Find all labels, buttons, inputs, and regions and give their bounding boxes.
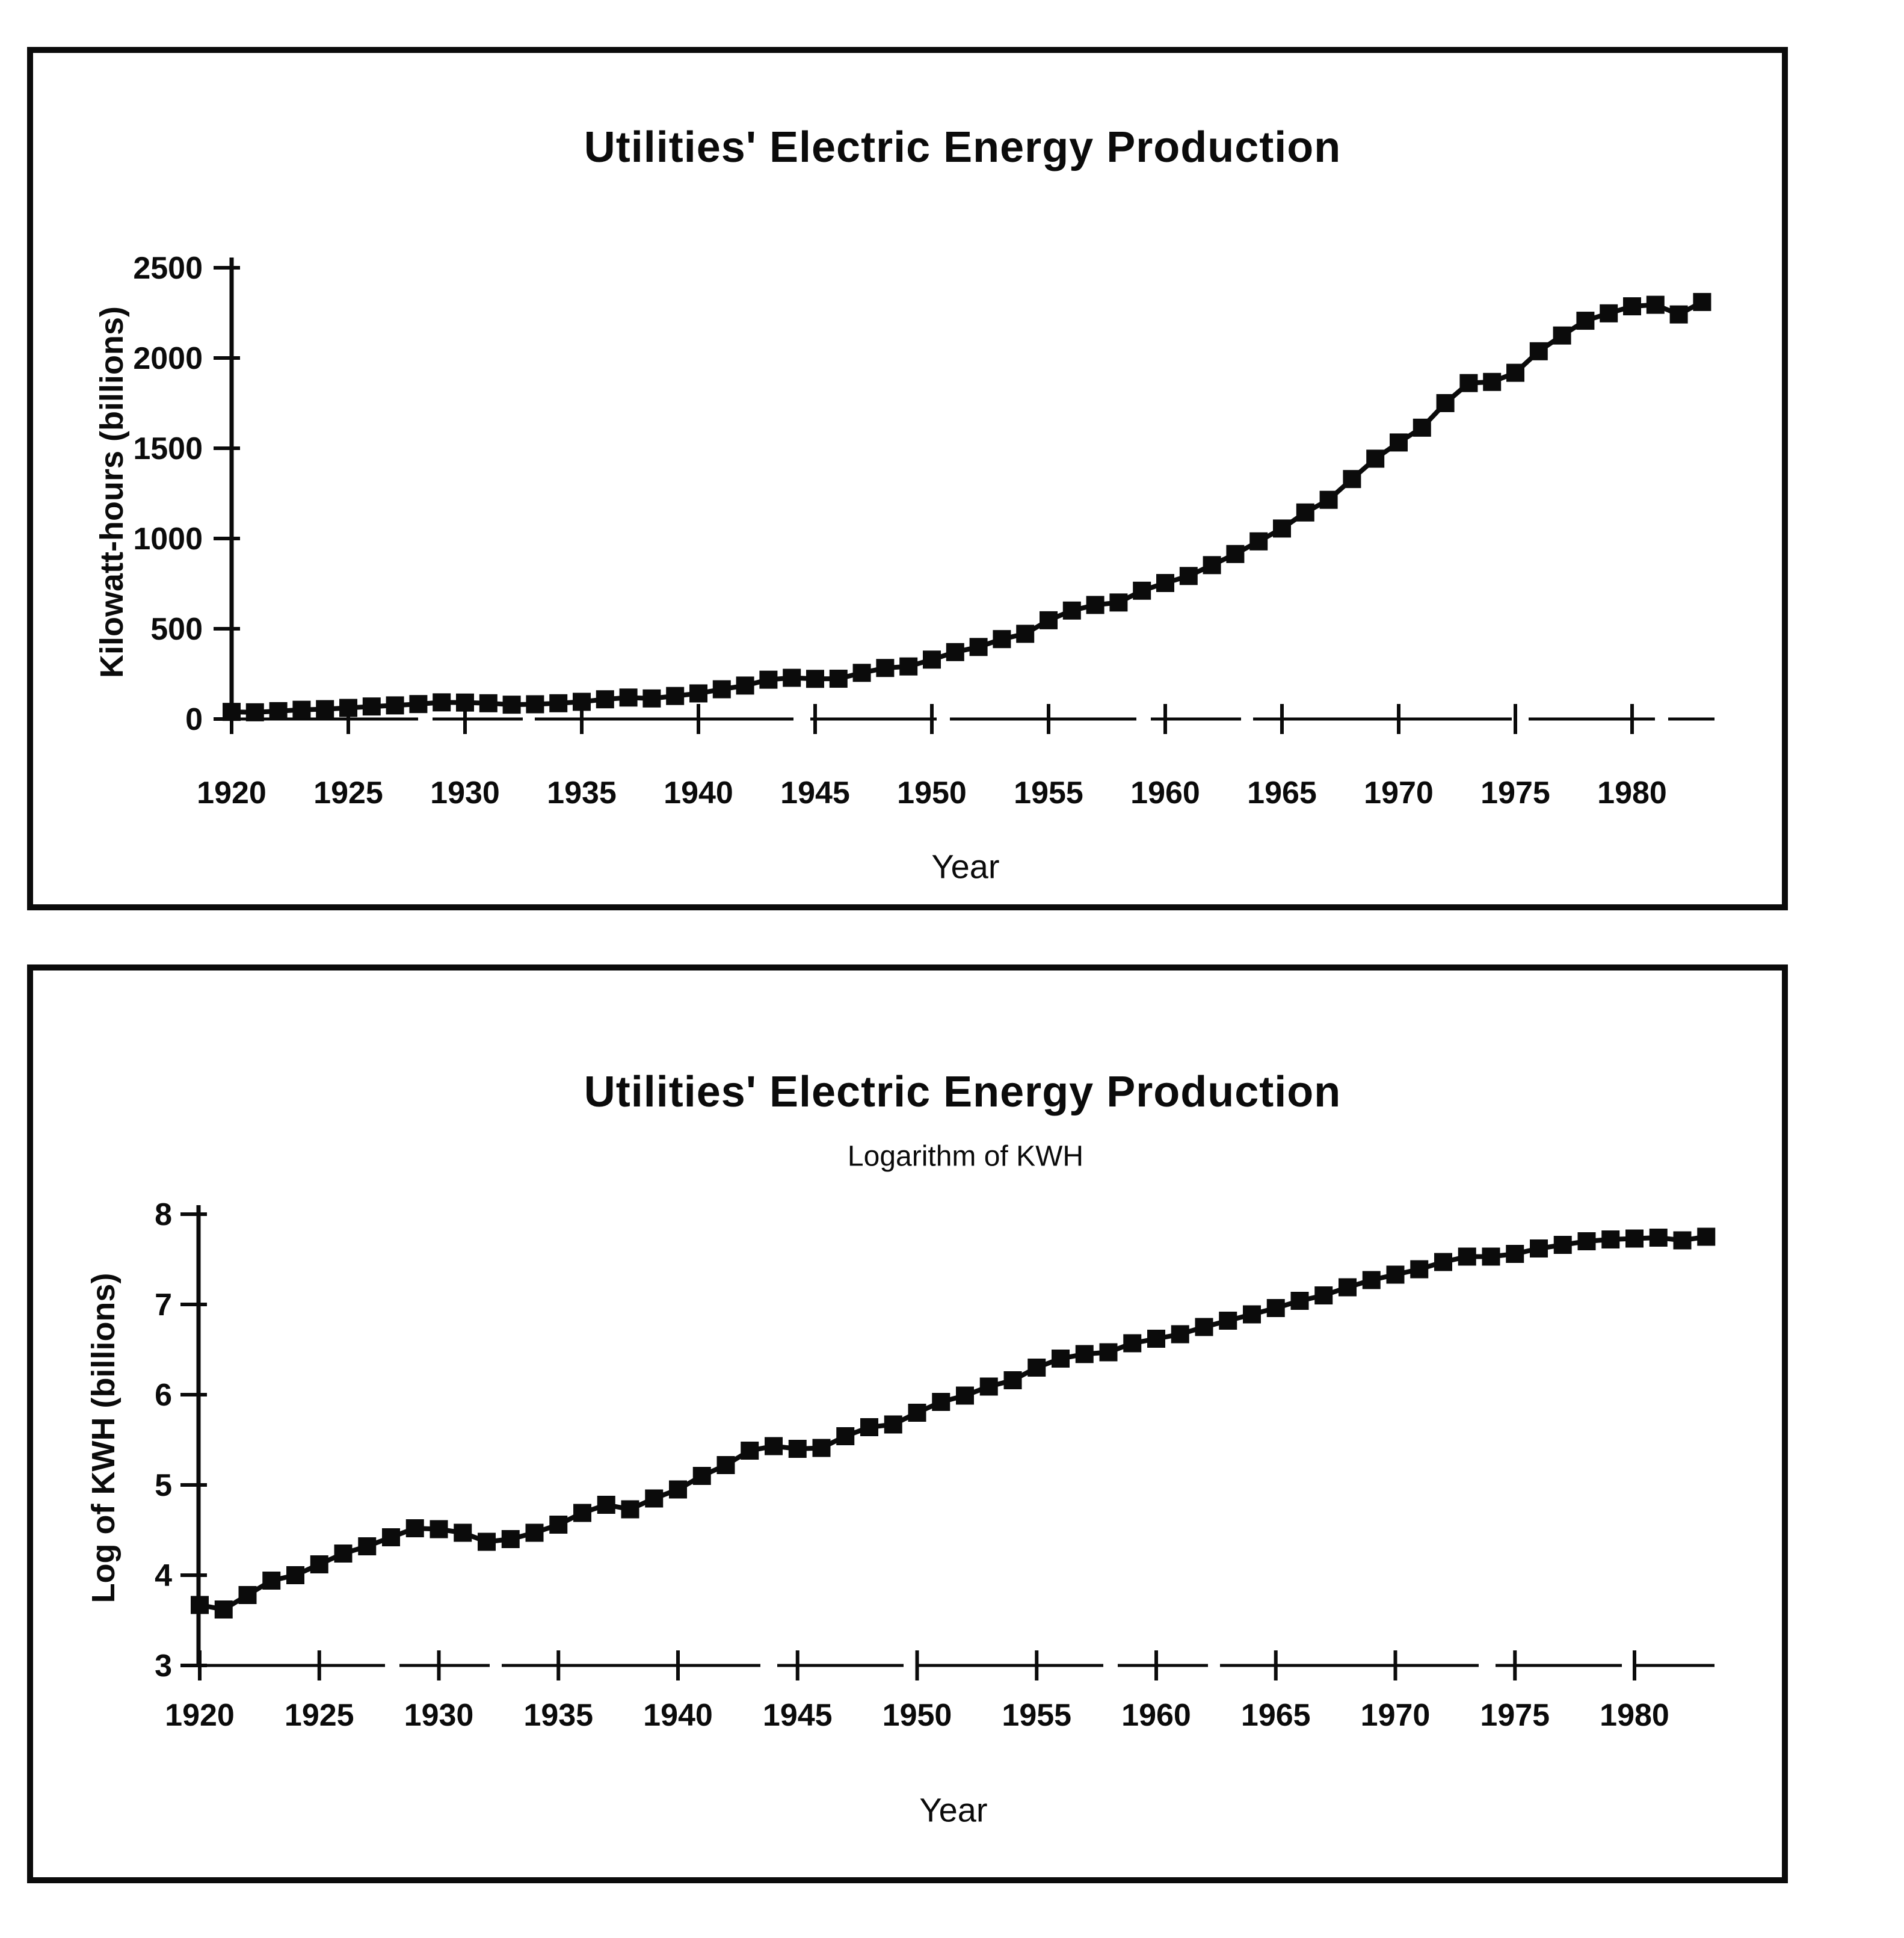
top-chart-title: Utilities' Electric Energy Production	[584, 123, 1342, 171]
bottom-chart-title: Utilities' Electric Energy Production	[584, 1068, 1342, 1116]
bottom-chart-y-axis-title: Log of KWH (billions)	[85, 1273, 122, 1603]
top-chart-y-axis-title: Kilowatt-hours (billions)	[94, 306, 130, 678]
bottom-chart-subtitle: Logarithm of KWH	[847, 1140, 1084, 1173]
bottom-chart-x-axis-title: Year	[919, 1791, 988, 1829]
top-chart-frame	[27, 47, 1788, 910]
top-chart-x-axis-title: Year	[931, 847, 1000, 886]
